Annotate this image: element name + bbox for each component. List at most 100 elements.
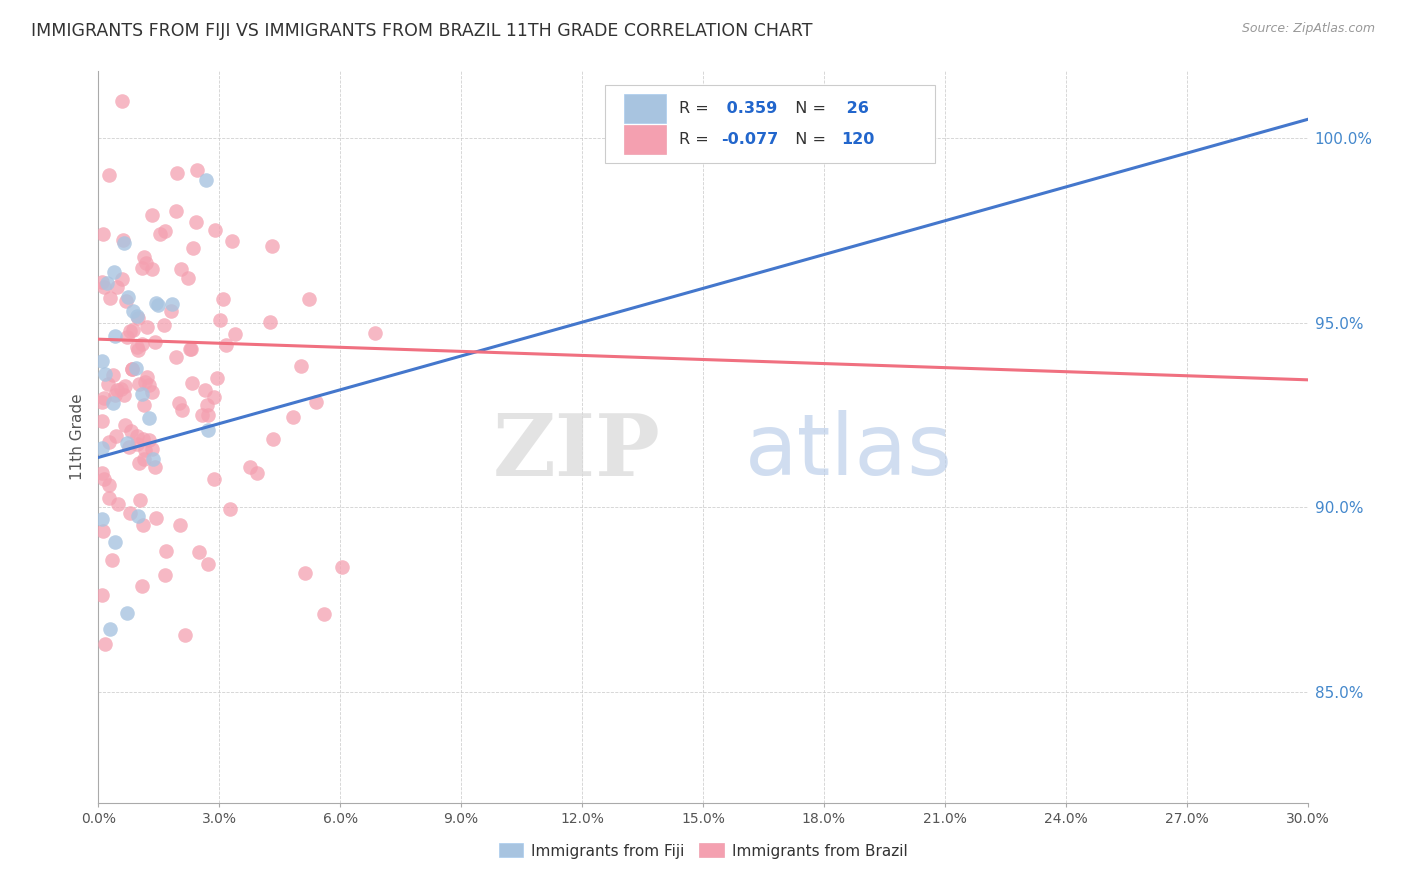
Point: [143, 334, 166, 349]
Point: [131, 386, 153, 401]
Point: [180, 342, 202, 356]
Point: [138, 410, 160, 425]
Point: [97, 491, 120, 505]
Point: [128, 376, 150, 391]
Text: R =: R =: [679, 132, 714, 147]
Point: [117, 290, 139, 304]
Point: [127, 508, 149, 523]
Point: [114, 378, 136, 392]
Point: [131, 579, 153, 593]
Point: [153, 567, 176, 582]
Point: [305, 395, 328, 409]
Point: [143, 459, 166, 474]
Point: [177, 271, 200, 285]
Point: [259, 315, 281, 329]
Point: [169, 517, 191, 532]
Point: [120, 506, 142, 520]
Point: [115, 329, 138, 343]
Point: [91, 467, 114, 481]
Text: N =: N =: [785, 132, 831, 147]
Point: [204, 223, 226, 237]
Point: [110, 383, 132, 397]
Point: [131, 260, 153, 275]
Point: [239, 459, 262, 474]
Point: [145, 511, 167, 525]
Point: [135, 370, 157, 384]
Point: [224, 327, 246, 342]
Text: 26: 26: [841, 101, 869, 116]
Point: [121, 424, 143, 438]
Point: [145, 296, 167, 310]
Point: [155, 544, 177, 558]
Text: 120: 120: [841, 132, 875, 147]
Point: [125, 429, 148, 443]
Point: [118, 440, 141, 454]
Point: [104, 428, 127, 442]
Point: [112, 388, 135, 402]
Point: [167, 396, 190, 410]
Point: [94, 637, 117, 651]
Point: [129, 493, 152, 508]
Point: [146, 297, 169, 311]
Point: [121, 362, 143, 376]
Point: [98, 622, 121, 636]
Point: [298, 292, 321, 306]
Point: [114, 294, 136, 309]
Point: [122, 304, 145, 318]
Point: [128, 456, 150, 470]
Point: [134, 398, 156, 412]
Point: [152, 318, 174, 333]
Point: [131, 337, 153, 351]
Text: Source: ZipAtlas.com: Source: ZipAtlas.com: [1241, 22, 1375, 36]
Point: [127, 340, 149, 354]
Point: [246, 466, 269, 480]
Point: [115, 606, 138, 620]
Point: [100, 553, 122, 567]
Point: [112, 233, 135, 247]
Point: [111, 94, 134, 108]
Point: [91, 354, 114, 368]
Point: [212, 292, 235, 306]
Point: [93, 391, 115, 405]
Point: [132, 518, 155, 533]
Point: [142, 451, 165, 466]
Point: [121, 361, 143, 376]
Text: ZIP: ZIP: [494, 409, 661, 493]
Point: [127, 311, 149, 326]
Point: [173, 627, 195, 641]
Point: [132, 432, 155, 446]
Point: [179, 343, 201, 357]
Point: [91, 441, 114, 455]
Point: [111, 271, 134, 285]
Y-axis label: 11th Grade: 11th Grade: [70, 393, 86, 481]
Point: [104, 328, 127, 343]
Text: R =: R =: [679, 101, 714, 116]
Point: [188, 545, 211, 559]
Point: [208, 312, 231, 326]
Point: [197, 408, 219, 422]
Point: [262, 432, 284, 446]
Point: [364, 326, 387, 341]
Point: [205, 371, 228, 385]
Point: [101, 368, 124, 382]
Point: [125, 361, 148, 376]
Point: [166, 166, 188, 180]
Point: [262, 239, 284, 253]
Text: 0.359: 0.359: [721, 101, 778, 116]
Point: [114, 417, 136, 432]
Point: [91, 394, 114, 409]
Point: [132, 452, 155, 467]
Point: [215, 337, 238, 351]
Point: [170, 262, 193, 277]
Legend: Immigrants from Fiji, Immigrants from Brazil: Immigrants from Fiji, Immigrants from Br…: [492, 838, 914, 864]
Point: [186, 215, 208, 229]
Point: [149, 227, 172, 241]
Point: [195, 173, 218, 187]
Point: [330, 559, 353, 574]
Point: [160, 304, 183, 318]
Point: [91, 414, 114, 428]
Point: [165, 203, 187, 218]
Point: [96, 276, 118, 290]
Point: [107, 280, 129, 294]
Point: [141, 384, 163, 399]
